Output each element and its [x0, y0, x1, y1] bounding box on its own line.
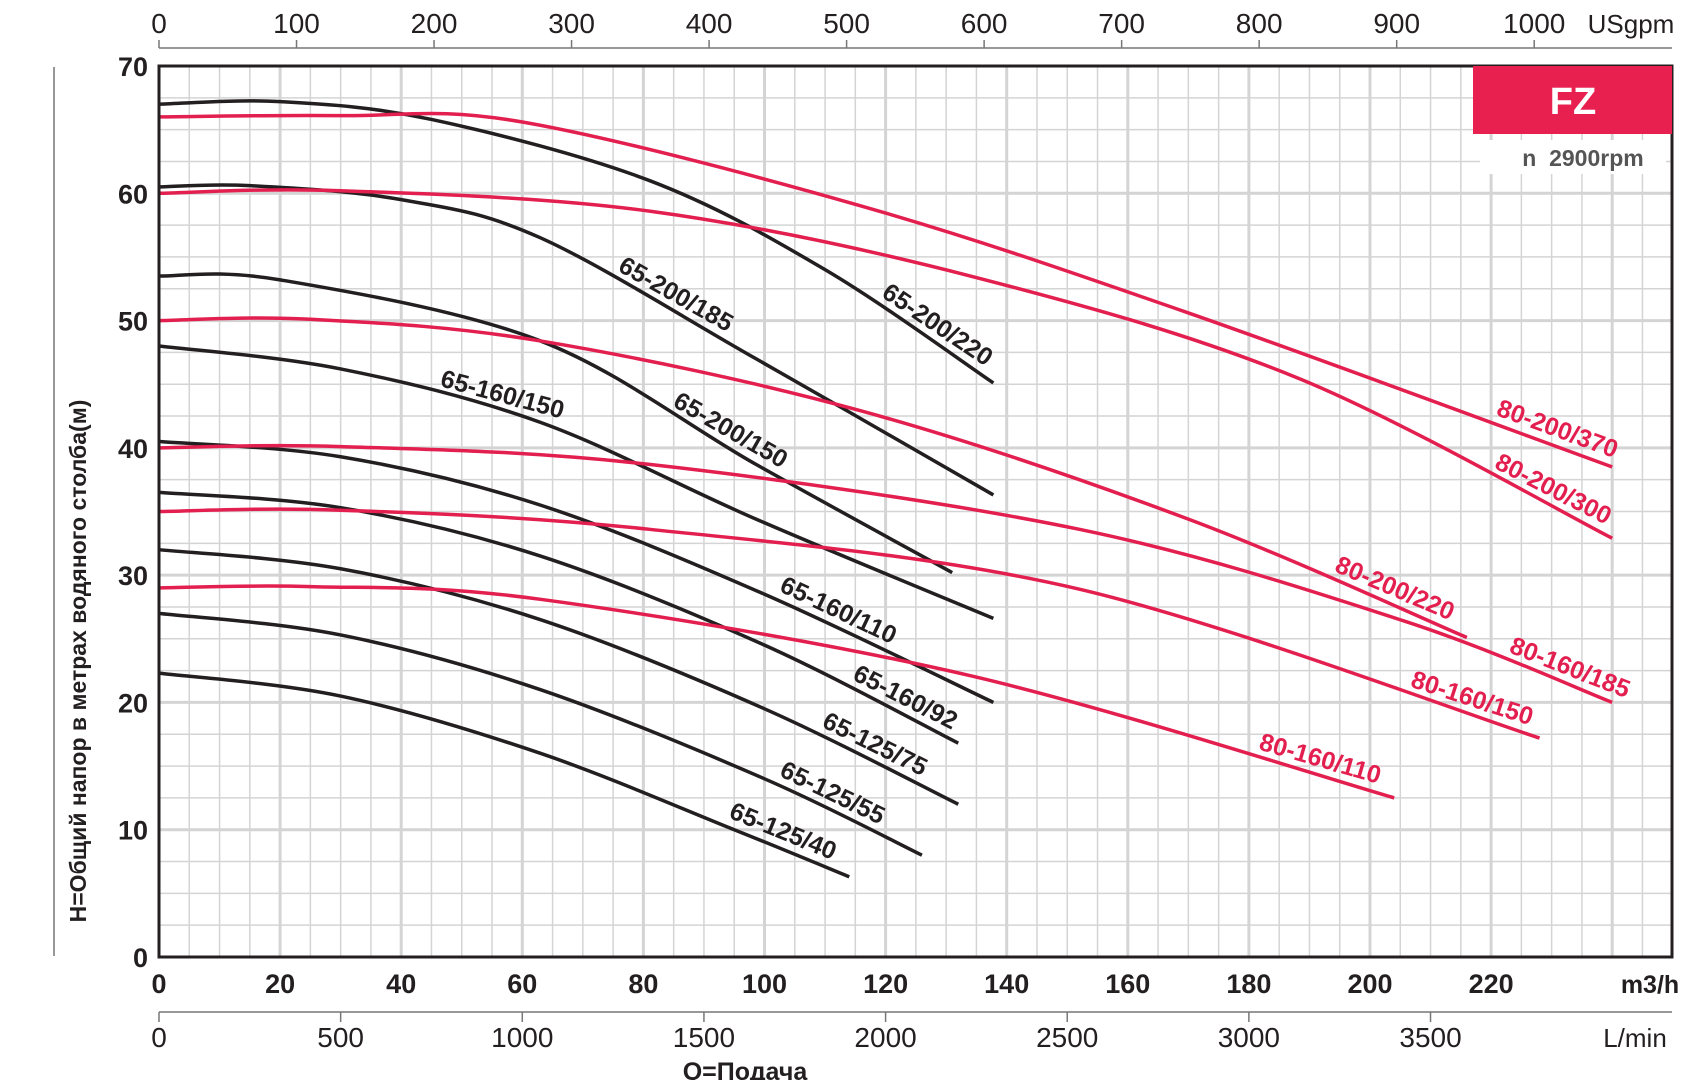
curve-label: 65-200/220 — [877, 278, 998, 372]
y-tick-label: 60 — [118, 179, 148, 209]
bottom-tick-label: 1000 — [491, 1022, 553, 1053]
curve-65-125-40 — [158, 671, 850, 879]
curve-label: 65-200/185 — [614, 251, 738, 337]
pump-curves — [158, 99, 1613, 879]
badge-speed: n 2900rpm — [1522, 145, 1643, 171]
top-tick-label: 1000 — [1503, 8, 1565, 39]
plot-frame — [157, 64, 1674, 959]
x-axis-label: Q=Подача — [683, 1058, 809, 1080]
x-tick-label: 160 — [1105, 969, 1150, 999]
x-tick-label: 200 — [1347, 969, 1392, 999]
y-tick-label: 10 — [118, 816, 148, 846]
bottom-tick-label: 3500 — [1399, 1022, 1461, 1053]
badge-title: FZ — [1550, 81, 1596, 123]
fz-badge: FZ n 2900rpm — [1473, 66, 1672, 174]
curve-80-160-185 — [158, 443, 1613, 705]
x-tick-label: 40 — [386, 969, 416, 999]
curve-label: 80-160/150 — [1408, 666, 1537, 732]
top-tick-label: 700 — [1098, 8, 1145, 39]
top-unit-label: USgpm — [1588, 9, 1675, 39]
y-tick-label: 0 — [133, 943, 148, 973]
x-tick-label: 20 — [265, 969, 295, 999]
x-tick-label: 180 — [1226, 969, 1271, 999]
curve-80-200-300 — [158, 188, 1613, 540]
bottom-tick-label: 3000 — [1218, 1022, 1280, 1053]
curve-65-125-75 — [158, 547, 960, 806]
axes: 0 20 40 60 80 100 120 140 160 180 200 220 m3/h 0 10 20 3… — [118, 8, 1679, 1053]
bottom-tick-label: 1500 — [673, 1022, 735, 1053]
curve-65-160-150 — [158, 344, 995, 621]
top-tick-label: 200 — [411, 8, 458, 39]
y-tick-label: 50 — [118, 307, 148, 337]
x-tick-label: 120 — [863, 969, 908, 999]
curve-labels: 65-200/22065-200/18565-200/15065-160/150… — [438, 251, 1634, 865]
top-tick-label: 900 — [1373, 8, 1420, 39]
x-tick-label: 60 — [507, 969, 537, 999]
curve-65-200-220 — [158, 99, 995, 385]
y-tick-label: 40 — [118, 434, 148, 464]
top-tick-label: 0 — [151, 8, 167, 39]
bottom-tick-label: 500 — [317, 1022, 364, 1053]
y-tick-label: 20 — [118, 688, 148, 718]
y-axis-label: H=Общий напор в метрах водяного столба(м… — [65, 400, 91, 923]
x-tick-label: 0 — [151, 969, 166, 999]
curve-65-160-92 — [158, 490, 960, 745]
curve-label: 65-125/75 — [818, 707, 931, 782]
grid — [159, 66, 1672, 957]
curve-80-160-110 — [158, 584, 1395, 800]
y-tick-label: 70 — [118, 52, 148, 82]
curve-label: 80-200/220 — [1331, 551, 1458, 626]
top-tick-label: 500 — [823, 8, 870, 39]
bottom-tick-label: 2500 — [1036, 1022, 1098, 1053]
curve-80-200-370 — [158, 111, 1613, 469]
bottom-tick-label: 2000 — [854, 1022, 916, 1053]
top-tick-label: 300 — [548, 8, 595, 39]
top-tick-label: 600 — [961, 8, 1008, 39]
x-tick-label: 140 — [984, 969, 1029, 999]
bottom-tick-label: 0 — [151, 1022, 167, 1053]
curve-65-125-55 — [158, 611, 923, 857]
curve-65-160-110 — [158, 439, 995, 705]
curve-80-200-220 — [158, 316, 1468, 640]
x-tick-label: 220 — [1469, 969, 1514, 999]
top-tick-label: 800 — [1236, 8, 1283, 39]
top-tick-label: 400 — [686, 8, 733, 39]
curve-65-200-185 — [158, 183, 995, 497]
curve-label: 80-160/110 — [1256, 728, 1384, 790]
curve-80-160-150 — [158, 507, 1541, 740]
x-unit-label: m3/h — [1621, 971, 1679, 999]
y-tick-label: 30 — [118, 561, 148, 591]
bottom-unit-label: L/min — [1603, 1023, 1667, 1053]
x-tick-label: 100 — [742, 969, 787, 999]
top-tick-label: 100 — [273, 8, 320, 39]
x-tick-label: 80 — [628, 969, 658, 999]
curve-label: 65-200/150 — [669, 387, 793, 474]
